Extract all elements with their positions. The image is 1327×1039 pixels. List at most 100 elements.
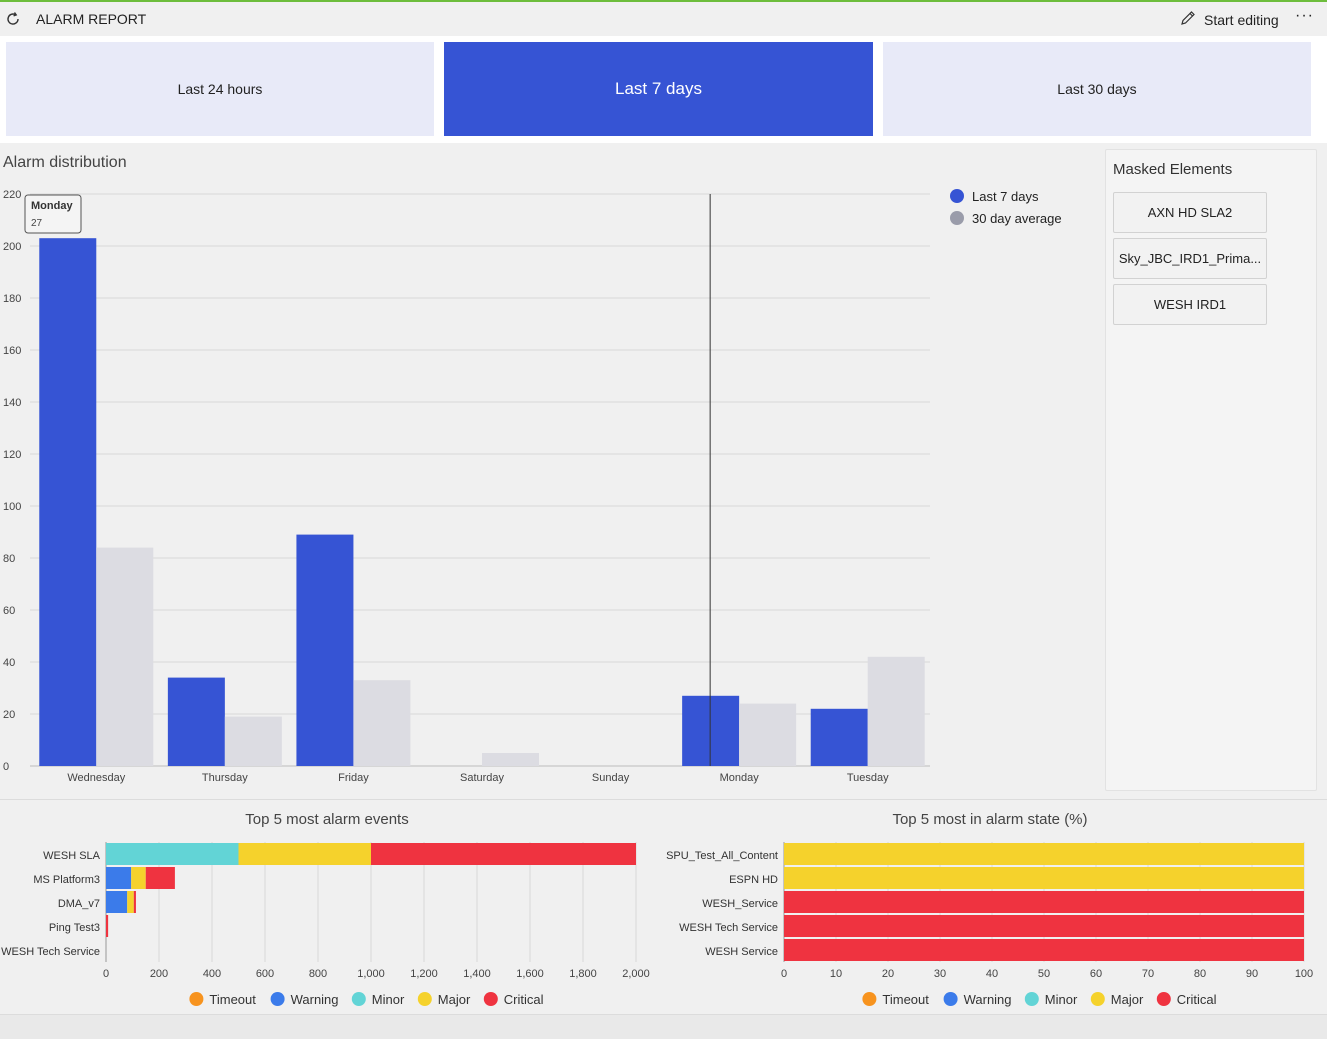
- tab-last-24-hours[interactable]: Last 24 hours: [6, 42, 434, 136]
- legend-marker: [1156, 992, 1171, 1006]
- legend-label: Timeout: [209, 992, 256, 1007]
- bar-last-7-days: [167, 677, 225, 766]
- bar-segment-major: [238, 843, 371, 865]
- y-tick-label: 0: [3, 761, 9, 773]
- x-tick-label: 400: [203, 968, 221, 980]
- y-tick-label: 40: [3, 657, 15, 669]
- legend-label: Warning: [291, 992, 339, 1007]
- masked-element-item[interactable]: WESH IRD1: [1113, 284, 1267, 325]
- legend-marker: [1024, 992, 1039, 1006]
- tab-last-30-days[interactable]: Last 30 days: [883, 42, 1311, 136]
- bar-segment-critical: [784, 891, 1304, 913]
- x-tick-label: 80: [1194, 968, 1206, 980]
- legend-label: Timeout: [882, 992, 929, 1007]
- legend-label: 30 day average: [972, 211, 1062, 226]
- legend-marker: [270, 992, 285, 1006]
- top-alarm-events-title: Top 5 most alarm events: [245, 811, 409, 828]
- legend-label: Minor: [372, 992, 405, 1007]
- bar-last-7-days: [39, 238, 97, 766]
- bar-last-7-days: [296, 534, 354, 766]
- y-category-label: DMA_v7: [58, 898, 100, 910]
- top-alarm-events-chart: 0 200 400 600 800 1,000 1,200 1,400 1,600 1,800 2,…: [1, 842, 650, 1007]
- x-tick-label: 70: [1142, 968, 1154, 980]
- x-tick-label: Saturday: [460, 772, 505, 784]
- top-accent-line: [0, 0, 1327, 2]
- bar-segment-critical: [106, 915, 109, 937]
- x-tick-label: 50: [1038, 968, 1050, 980]
- x-tick-label: 0: [781, 968, 787, 980]
- legend-marker: [950, 211, 964, 225]
- x-tick-label: 10: [830, 968, 842, 980]
- x-tick-label: 20: [882, 968, 894, 980]
- bar-30-day-average: [224, 716, 282, 766]
- bar-30-day-average: [739, 703, 797, 766]
- alarm-distribution-title: Alarm distribution: [3, 154, 127, 171]
- bar-segment-major: [127, 891, 134, 913]
- top-alarm-state-title: Top 5 most in alarm state (%): [892, 811, 1088, 828]
- masked-elements-title: Masked Elements: [1113, 161, 1233, 178]
- bar-segment-warning: [106, 867, 132, 889]
- legend-marker: [483, 992, 498, 1006]
- y-tick-label: 60: [3, 605, 15, 617]
- bar-segment-critical: [145, 867, 175, 889]
- x-tick-label: 600: [256, 968, 274, 980]
- tab-label: Last 7 days: [615, 79, 702, 98]
- x-tick-label: 1,600: [516, 968, 544, 980]
- bar-segment-warning: [106, 891, 128, 913]
- y-category-label: WESH Tech Service: [1, 946, 100, 958]
- tab-last-7-days[interactable]: Last 7 days: [444, 42, 873, 136]
- y-category-label: WESH_Service: [702, 898, 778, 910]
- x-tick-label: 1,800: [569, 968, 597, 980]
- y-category-label: WESH Tech Service: [679, 922, 778, 934]
- y-category-label: ESPN HD: [729, 874, 778, 886]
- y-tick-label: 20: [3, 709, 15, 721]
- x-tick-label: 800: [309, 968, 327, 980]
- bar-30-day-average: [96, 547, 154, 766]
- y-category-label: SPU_Test_All_Content: [666, 850, 778, 862]
- x-tick-label: 30: [934, 968, 946, 980]
- x-tick-label: 1,000: [357, 968, 385, 980]
- y-category-label: MS Platform3: [33, 874, 100, 886]
- y-tick-label: 200: [3, 241, 21, 253]
- time-range-selector: Last 24 hours Last 7 days Last 30 days: [0, 36, 1327, 143]
- start-editing-label: Start editing: [1204, 11, 1279, 28]
- start-editing-button[interactable]: Start editing: [1180, 10, 1279, 29]
- y-tick-label: 80: [3, 553, 15, 565]
- x-tick-label: Tuesday: [847, 772, 889, 784]
- legend-marker: [862, 992, 877, 1006]
- x-tick-label: Wednesday: [67, 772, 125, 784]
- y-category-label: WESH Service: [705, 946, 778, 958]
- masked-element-item[interactable]: AXN HD SLA2: [1113, 192, 1267, 233]
- tab-label: Last 30 days: [1057, 81, 1137, 97]
- legend-label: Major: [438, 992, 471, 1007]
- x-tick-label: 100: [1295, 968, 1313, 980]
- bar-segment-minor: [106, 843, 239, 865]
- refresh-icon[interactable]: [5, 11, 21, 27]
- masked-element-item[interactable]: Sky_JBC_IRD1_Prima...: [1113, 238, 1267, 279]
- y-category-label: Ping Test3: [49, 922, 100, 934]
- legend-marker: [189, 992, 204, 1006]
- legend-label: Last 7 days: [972, 189, 1039, 204]
- y-tick-label: 220: [3, 189, 21, 201]
- header-bar: ALARM REPORT Start editing ···: [0, 2, 1327, 36]
- divider: [0, 799, 1327, 800]
- bar-30-day-average: [867, 656, 925, 766]
- page-title: ALARM REPORT: [36, 11, 147, 27]
- legend-marker: [943, 992, 958, 1006]
- x-tick-label: 60: [1090, 968, 1102, 980]
- bar-segment-critical: [784, 939, 1304, 961]
- top-alarm-state-chart: 0 10 20 30 40 50 60 70 80 90 100 SPU_Test_All_Conte…: [666, 842, 1313, 1007]
- x-tick-label: 1,200: [410, 968, 438, 980]
- x-tick-label: 2,000: [622, 968, 650, 980]
- bar-30-day-average: [353, 680, 411, 766]
- x-tick-label: 90: [1246, 968, 1258, 980]
- tab-label: Last 24 hours: [177, 81, 263, 97]
- legend-marker: [417, 992, 432, 1006]
- legend-label: Critical: [1177, 992, 1217, 1007]
- x-tick-label: Sunday: [592, 772, 630, 784]
- legend-marker: [351, 992, 366, 1006]
- bar-segment-critical: [133, 891, 136, 913]
- bar-segment-critical: [784, 915, 1304, 937]
- more-options-icon[interactable]: ···: [1295, 7, 1314, 24]
- legend-marker: [1090, 992, 1105, 1006]
